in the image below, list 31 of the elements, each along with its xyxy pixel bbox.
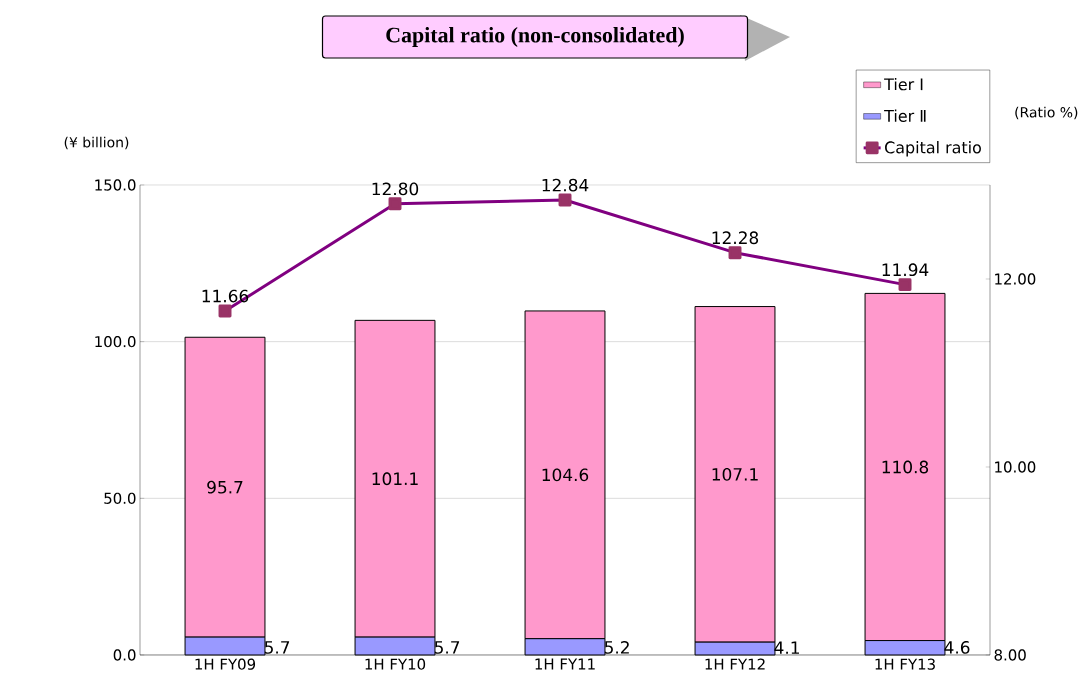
- legend-label: Capital ratio: [885, 141, 981, 157]
- y-axis-title: (¥ billion): [64, 136, 129, 150]
- data-label: 107.1: [712, 467, 758, 481]
- data-label: 101.1: [372, 472, 418, 486]
- data-label: 5.7: [434, 641, 460, 654]
- y2-axis-title: (Ratio %): [1015, 106, 1078, 120]
- y-tick-label: 100.0: [95, 336, 136, 348]
- data-label: 12.28: [712, 231, 759, 245]
- x-tick-label: 1H FY10: [365, 658, 426, 670]
- x-tick-label: 1H FY13: [875, 658, 935, 670]
- chart-title: Capital ratio (non-consolidated): [386, 27, 684, 47]
- y2-tick-label: 12.00: [995, 273, 1036, 285]
- y2-tick-label: 8.00: [994, 649, 1026, 661]
- data-label: 110.8: [882, 460, 929, 474]
- x-tick-label: 1H FY11: [535, 658, 595, 670]
- x-tick-label: 1H FY12: [705, 658, 765, 670]
- data-label: 5.2: [604, 640, 629, 654]
- data-label: 12.80: [372, 182, 419, 196]
- data-label: 5.7: [264, 641, 290, 654]
- data-label: 95.7: [207, 480, 243, 494]
- y-tick-label: 150.0: [95, 179, 136, 191]
- data-label: 11.94: [882, 263, 929, 277]
- legend-label: Tier Ⅱ: [884, 109, 926, 122]
- x-tick-label: 1H FY09: [195, 658, 256, 670]
- y2-tick-label: 10.00: [995, 461, 1036, 473]
- data-label: 11.66: [202, 289, 249, 303]
- y-tick-label: 0.0: [113, 649, 136, 661]
- data-label: 104.6: [542, 468, 589, 482]
- data-label: 12.84: [542, 178, 589, 192]
- legend-label: Tier Ⅰ: [884, 78, 923, 91]
- y-tick-label: 50.0: [104, 492, 136, 504]
